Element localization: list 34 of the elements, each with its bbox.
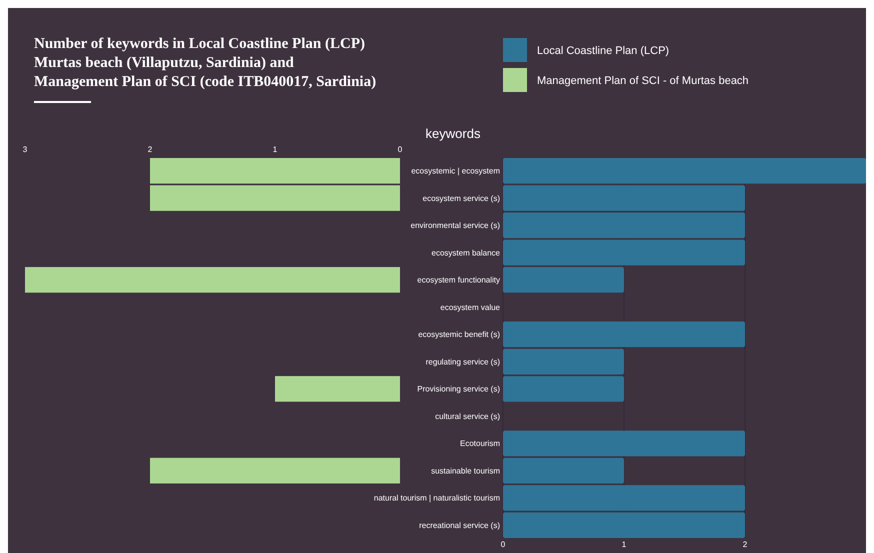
x-tick-label: 0 [500, 540, 506, 549]
legend-label: Management Plan of SCI - of Murtas beach [537, 74, 749, 87]
x-tick-label: 1 [272, 145, 278, 154]
x-tick-label: 2 [148, 145, 153, 154]
y-tick-label: regulating service (s) [426, 357, 500, 366]
y-tick-label: sustainable tourism [431, 466, 500, 476]
bar [503, 430, 745, 456]
x-tick-label: 1 [622, 540, 627, 549]
bar [503, 322, 745, 348]
y-tick-label: ecosystem service (s) [422, 194, 500, 203]
x-tick-label: 3 [22, 145, 28, 154]
y-tick-label: environmental service (s) [410, 221, 500, 230]
y-tick-label: ecosystemic benefit (s) [418, 330, 500, 340]
y-tick-label: Provisioning service (s) [417, 384, 500, 394]
x-tick-label: 2 [742, 540, 748, 549]
y-tick-label: ecosystem balance [432, 248, 501, 258]
bar [25, 267, 400, 293]
y-tick-label: ecosystem value [440, 302, 501, 312]
y-tick-label: ecosystem functionality [417, 276, 500, 285]
x-axis-title: keywords [426, 126, 481, 141]
bar [150, 458, 400, 484]
bar [275, 376, 400, 402]
bar [150, 158, 400, 184]
y-tick-label: recreational service (s) [419, 520, 500, 530]
y-tick-label: cultural service (s) [435, 412, 500, 421]
bar [503, 512, 745, 538]
y-tick-label: natural tourism | naturalistic tourism [374, 494, 500, 503]
bar [503, 158, 866, 184]
y-tick-label: Ecotourism [460, 439, 500, 448]
chart-title: Number of keywords in Local Coastline Plan (LCP) Murtas beach (Villaputzu, Sardinia) and Management Plan of SCI (code ITB040017, Sardinia) [34, 36, 376, 90]
x-tick-label: 0 [398, 145, 403, 154]
y-tick-label: ecosystemic | ecosystem [411, 166, 500, 176]
legend-label: Local Coastline Plan (LCP) [537, 44, 670, 57]
bar [150, 185, 400, 211]
